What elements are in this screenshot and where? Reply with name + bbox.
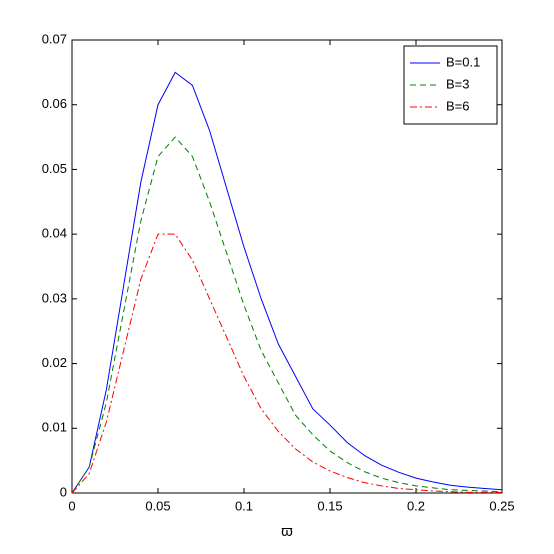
x-tick-label: 0.05 — [145, 498, 170, 513]
y-tick-label: 0 — [60, 484, 67, 499]
y-tick-label: 0.06 — [42, 96, 67, 111]
y-tick-label: 0.07 — [42, 31, 67, 46]
line-series — [71, 136, 503, 494]
legend-box — [403, 45, 498, 125]
x-tick-label: 0 — [68, 498, 75, 513]
legend-label: B=6 — [446, 98, 470, 113]
y-tick-label: 0.03 — [42, 290, 67, 305]
y-tick-label: 0.01 — [42, 420, 67, 435]
legend-label: B=0.1 — [446, 54, 480, 69]
line-series — [71, 233, 502, 494]
line-series — [71, 71, 503, 494]
y-tick-label: 0.05 — [42, 161, 67, 176]
legend-label: B=3 — [446, 76, 470, 91]
plot-frame — [71, 39, 503, 494]
x-tick-label: 0.15 — [317, 498, 342, 513]
x-tick-label: 0.2 — [407, 498, 425, 513]
y-tick-label: 0.02 — [42, 355, 67, 370]
x-axis-label: ϖ — [281, 523, 293, 540]
x-tick-label: 0.25 — [489, 498, 514, 513]
x-tick-label: 0.1 — [235, 498, 253, 513]
y-tick-label: 0.04 — [42, 226, 67, 241]
